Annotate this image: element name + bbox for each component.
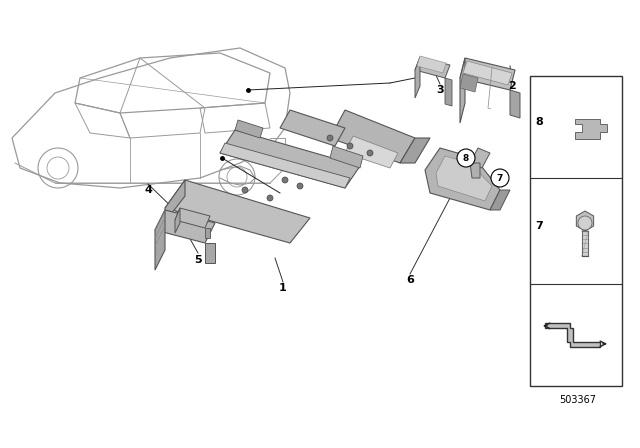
Polygon shape [220,143,350,188]
Polygon shape [510,90,520,118]
Polygon shape [330,110,415,163]
Polygon shape [280,110,345,146]
Text: 6: 6 [406,275,414,285]
Polygon shape [460,74,478,92]
Circle shape [347,143,353,149]
Polygon shape [175,208,210,228]
Circle shape [297,183,303,189]
Polygon shape [575,119,607,139]
Polygon shape [205,228,210,238]
Polygon shape [425,148,500,210]
Polygon shape [220,130,360,188]
Polygon shape [460,58,465,123]
Polygon shape [235,120,263,138]
Polygon shape [577,211,594,231]
Polygon shape [545,323,600,347]
Polygon shape [417,56,446,73]
Polygon shape [165,180,310,243]
Polygon shape [460,58,515,90]
Circle shape [367,150,373,156]
Polygon shape [490,190,510,210]
Text: 2: 2 [508,81,516,91]
Polygon shape [470,148,490,168]
Polygon shape [205,243,215,263]
Circle shape [327,135,333,141]
Polygon shape [155,210,215,243]
Polygon shape [155,210,165,270]
Circle shape [491,169,509,187]
Polygon shape [470,163,480,178]
Circle shape [282,177,288,183]
Bar [530,76,622,386]
Circle shape [242,187,248,193]
Polygon shape [400,138,430,163]
Polygon shape [330,146,363,168]
Polygon shape [165,180,185,222]
Text: 8: 8 [463,154,469,163]
Polygon shape [175,208,180,233]
Text: 4: 4 [144,185,152,195]
Text: 1: 1 [279,283,287,293]
Text: 5: 5 [194,255,202,265]
Text: 3: 3 [436,85,444,95]
Text: 8: 8 [535,117,543,127]
Polygon shape [463,61,512,85]
Text: 7: 7 [535,221,543,231]
Circle shape [578,216,592,230]
Text: 7: 7 [497,173,503,182]
Polygon shape [436,156,492,201]
Polygon shape [415,57,420,98]
Polygon shape [445,78,452,106]
Circle shape [457,149,475,167]
Text: 503367: 503367 [559,395,596,405]
Circle shape [267,195,273,201]
Polygon shape [415,57,450,78]
Polygon shape [345,136,398,168]
